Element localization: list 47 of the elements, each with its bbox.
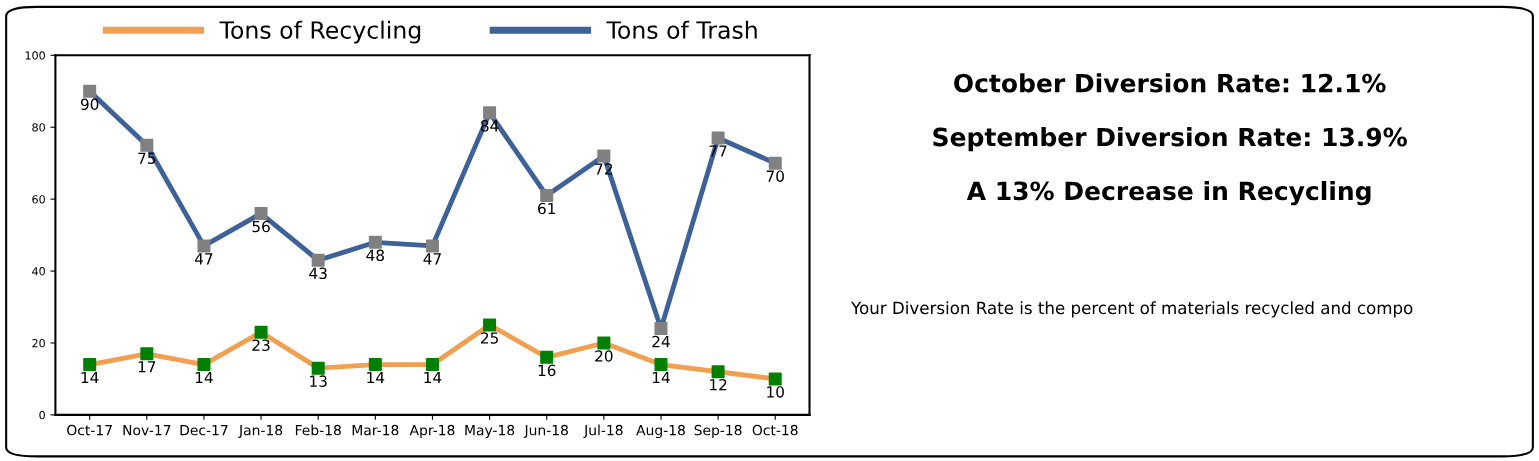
data-label: 47 <box>194 253 213 265</box>
data-label: 12 <box>710 378 727 391</box>
data-label: 25 <box>480 332 498 344</box>
x-tick-label: Sep-18 <box>694 424 742 439</box>
x-tick-label: Jan-18 <box>238 424 283 438</box>
data-label: 48 <box>366 249 384 262</box>
x-tick-label: Mar-18 <box>352 424 399 436</box>
legend-label: Tons of Recycling <box>219 20 421 44</box>
x-tick-label: Aug-18 <box>636 424 685 439</box>
x-tick-label: Oct-18 <box>752 424 798 436</box>
data-label: 14 <box>367 371 385 384</box>
data-label: 17 <box>138 361 156 373</box>
x-tick-label: Dec-17 <box>180 425 228 436</box>
data-label: 90 <box>80 98 99 111</box>
data-label: 10 <box>767 386 784 398</box>
x-tick-label: Jul-18 <box>583 424 623 438</box>
data-label: 14 <box>195 371 213 384</box>
data-label: 70 <box>766 170 784 182</box>
x-tick-label: Nov-17 <box>123 425 171 436</box>
data-label: 14 <box>652 371 670 384</box>
y-tick-label: 60 <box>32 195 45 204</box>
y-tick-label: 20 <box>32 338 45 348</box>
data-label: 13 <box>310 375 327 387</box>
data-label: 47 <box>423 253 441 265</box>
data-label: 14 <box>424 371 442 384</box>
data-label: 14 <box>81 371 99 384</box>
y-tick-label: 80 <box>32 123 45 132</box>
data-label: 56 <box>252 220 270 233</box>
data-label: 43 <box>309 267 327 280</box>
x-tick-label: Apr-18 <box>409 424 455 439</box>
data-label: 24 <box>652 335 670 348</box>
legend-label: Tons of Trash <box>606 20 757 39</box>
text: September Diversion Rate: 13.9% <box>933 127 1407 152</box>
data-label: 16 <box>538 364 556 377</box>
data-label: 23 <box>252 339 270 351</box>
y-tick-label: 0 <box>39 410 45 420</box>
text: October Diversion Rate: 12.1% <box>954 73 1386 93</box>
y-tick-label: 40 <box>32 267 45 276</box>
x-tick-label: Oct-17 <box>67 424 112 436</box>
data-label: 20 <box>595 350 613 362</box>
x-tick-label: Feb-18 <box>295 424 341 436</box>
text: A 13% Decrease in Recycling <box>966 180 1371 206</box>
text: Your Diversion Rate is the percent of materials recycled and compo <box>851 301 1413 318</box>
x-tick-label: Jun-18 <box>523 424 568 438</box>
data-label: 61 <box>538 202 556 215</box>
x-tick-label: May-18 <box>465 424 515 439</box>
y-tick-label: 100 <box>25 51 45 60</box>
